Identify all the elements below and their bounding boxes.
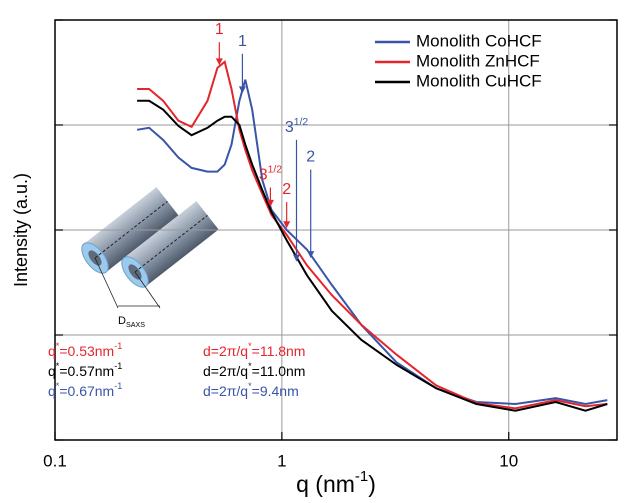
- x-tick-label: 0.1: [43, 451, 67, 470]
- text-part: 3: [285, 119, 294, 136]
- text-part: -1: [114, 361, 122, 371]
- note-d: d=2π/q*=11.8nm: [203, 341, 305, 358]
- text-part: 1/2: [268, 165, 283, 176]
- text-part: *: [56, 361, 60, 371]
- y-axis-label: Intensity (a.u.): [11, 173, 31, 287]
- peak-label: 2: [306, 149, 315, 166]
- x-tick-label: 10: [499, 451, 518, 470]
- peak-arrowhead: [307, 251, 315, 259]
- text-part: =11.0nm: [252, 363, 306, 379]
- text-part: q (nm: [296, 471, 355, 497]
- text-part: -1: [114, 341, 122, 351]
- text-part: *: [248, 381, 252, 391]
- text-part: =0.53nm: [59, 343, 114, 359]
- text-part: =9.4nm: [252, 383, 299, 399]
- dimension-line: [134, 271, 161, 309]
- text-part: 3: [259, 167, 268, 184]
- x-axis-label: q (nm-1): [296, 468, 376, 497]
- text-part: 1/2: [294, 117, 309, 128]
- text-part: SAXS: [126, 321, 145, 329]
- note-q: q*=0.57nm-1: [48, 361, 122, 378]
- note-q: q*=0.67nm-1: [48, 381, 122, 398]
- text-part: d=2π/q: [203, 343, 248, 359]
- text-part: ): [368, 471, 376, 497]
- text-part: 2: [306, 149, 315, 166]
- text-part: q: [48, 363, 56, 379]
- legend-label: Monolith ZnHCF: [416, 51, 540, 70]
- peak-label: 1: [238, 33, 247, 50]
- peak-arrowhead: [283, 221, 291, 229]
- peak-label: 1: [215, 21, 224, 38]
- text-part: q: [48, 383, 56, 399]
- peak-label: 31/2: [285, 117, 309, 136]
- series-line: [137, 99, 608, 412]
- peak-arrowhead: [266, 199, 274, 207]
- plot-frame: [54, 19, 618, 441]
- peak-arrowhead: [293, 254, 301, 262]
- text-part: -1: [355, 468, 368, 485]
- text-part: D: [118, 315, 126, 327]
- text-part: =11.8nm: [252, 343, 306, 359]
- legend-label: Monolith CuHCF: [416, 71, 542, 90]
- text-part: q: [48, 343, 56, 359]
- text-part: 1: [215, 21, 224, 38]
- text-part: 2: [282, 181, 291, 198]
- diagram-label: DSAXS: [118, 315, 145, 329]
- peak-arrowhead: [238, 86, 246, 94]
- text-part: 1: [238, 33, 247, 50]
- peak-arrowhead: [215, 58, 223, 66]
- legend-label: Monolith CoHCF: [416, 31, 542, 50]
- note-q: q*=0.53nm-1: [48, 341, 122, 358]
- peak-label: 2: [282, 181, 291, 198]
- text-part: *: [248, 361, 252, 371]
- dimension-line: [94, 257, 119, 309]
- text-part: =0.67nm: [59, 383, 114, 399]
- text-part: =0.57nm: [59, 363, 114, 379]
- cylinder-axis: [134, 214, 208, 273]
- text-part: *: [56, 341, 60, 351]
- x-tick-label: 1: [277, 451, 286, 470]
- text-part: d=2π/q: [203, 383, 248, 399]
- note-d: d=2π/q*=11.0nm: [203, 361, 305, 378]
- peak-label: 31/2: [259, 165, 283, 184]
- text-part: *: [248, 341, 252, 351]
- text-part: -1: [114, 381, 122, 391]
- text-part: d=2π/q: [203, 363, 248, 379]
- note-d: d=2π/q*=9.4nm: [203, 381, 299, 398]
- text-part: *: [56, 381, 60, 391]
